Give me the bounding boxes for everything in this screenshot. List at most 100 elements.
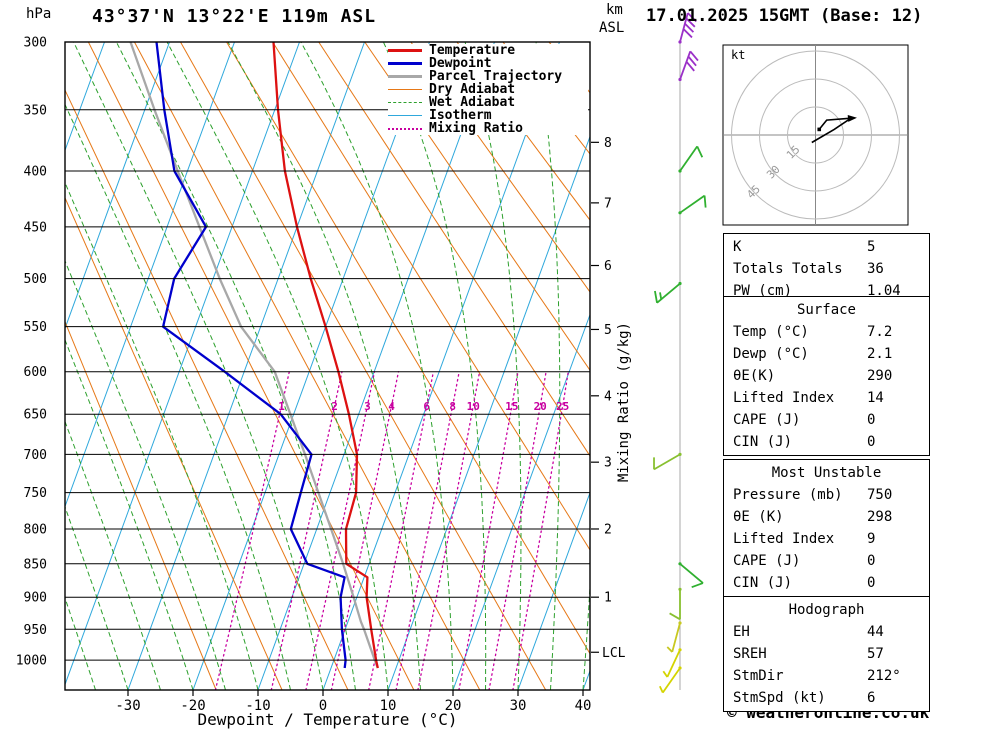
svg-text:7: 7	[604, 196, 612, 211]
plot-border	[64, 41, 591, 691]
valid-datetime: 17.01.2025 15GMT (Base: 12)	[646, 6, 923, 26]
table-row: CIN (J) 0	[724, 431, 929, 453]
wind-barb	[659, 666, 682, 694]
svg-text:-20: -20	[180, 698, 205, 714]
altitude-axis-unit-km: km	[606, 2, 623, 18]
temp-axis: -30 -20 -10 0 10 20 30 40	[115, 690, 591, 714]
svg-text:10: 10	[380, 698, 397, 714]
table-row-value: 9	[867, 531, 876, 547]
x-axis-title: Dewpoint / Temperature (°C)	[197, 710, 458, 729]
table-section-most-unstable: Most Unstable Pressure (mb) 750 θE (K) 298 Li…	[723, 459, 930, 597]
legend-entry: Dewpoint	[388, 57, 588, 70]
svg-text:700: 700	[24, 448, 47, 463]
page-title: 43°37'N 13°22'E 119m ASL	[92, 6, 377, 27]
table-row-value: 290	[867, 368, 893, 384]
svg-text:300: 300	[24, 36, 47, 51]
svg-text:600: 600	[24, 365, 47, 380]
pressure-labels: 300 350 400 450 500 550 600 650 700 750 800 850 900 9…	[16, 36, 47, 669]
svg-text:40: 40	[575, 698, 592, 714]
svg-text:2: 2	[331, 400, 338, 413]
table-row-label: StmSpd (kt)	[733, 690, 826, 706]
wind-barb	[654, 281, 682, 304]
table-row-label: Pressure (mb)	[733, 487, 843, 503]
mixing-ratio-labels: 1 2 3 4 6 8 10 15 20 25	[278, 400, 569, 413]
table-row: θE(K) 290	[724, 365, 929, 387]
svg-text:1: 1	[278, 400, 285, 413]
legend-line-sample	[388, 49, 422, 52]
svg-text:15: 15	[505, 400, 518, 413]
svg-text:900: 900	[24, 591, 47, 606]
svg-text:-30: -30	[115, 698, 140, 714]
svg-text:1000: 1000	[16, 654, 47, 669]
svg-text:5: 5	[604, 323, 612, 338]
table-row-label: Dewp (°C)	[733, 346, 809, 362]
table-row-label: SREH	[733, 646, 767, 662]
svg-text:750: 750	[24, 486, 47, 501]
wind-barb-column	[653, 12, 707, 694]
table-row: CAPE (J) 0	[724, 409, 929, 431]
table-row-value: 298	[867, 509, 893, 525]
wind-barb	[662, 648, 682, 678]
svg-text:650: 650	[24, 408, 47, 423]
svg-text:8: 8	[449, 400, 456, 413]
isotherm-lines	[65, 42, 590, 690]
table-section-indices: K 5 Totals Totals 36 PW (cm) 1.04	[723, 233, 930, 305]
table-row: StmDir 212°	[724, 665, 929, 687]
table-row: Pressure (mb) 750	[724, 484, 929, 506]
table-row: Dewp (°C) 2.1	[724, 343, 929, 365]
table-row-value: 6	[867, 690, 876, 706]
svg-text:8: 8	[604, 136, 612, 151]
table-row-label: θE (K)	[733, 509, 784, 525]
table-row-value: 0	[867, 553, 876, 569]
table-row: Temp (°C) 7.2	[724, 321, 929, 343]
svg-text:4: 4	[604, 389, 612, 404]
svg-text:800: 800	[24, 522, 47, 537]
mixing-ratio-lines	[214, 371, 569, 690]
table-row-label: K	[733, 239, 742, 255]
table-row-value: 0	[867, 575, 876, 591]
wind-barb	[678, 145, 704, 173]
table-row-value: 7.2	[867, 324, 893, 340]
legend-entry: Isotherm	[388, 109, 588, 122]
hodograph-arrow	[847, 114, 857, 122]
legend-entry: Parcel Trajectory	[388, 70, 588, 83]
svg-text:-10: -10	[245, 698, 270, 714]
table-row-label: StmDir	[733, 668, 784, 684]
altitude-axis-unit-asl: ASL	[599, 20, 625, 36]
wind-barb	[678, 562, 704, 589]
svg-text:4: 4	[388, 400, 395, 413]
table-row-value: 2.1	[867, 346, 893, 362]
legend: Temperature Dewpoint Parcel Trajectory Dry …	[388, 44, 588, 135]
table-section-surface: Surface Temp (°C) 7.2 Dewp (°C) 2.1 θE(K) 290 L…	[723, 296, 930, 456]
table-row: PW (cm) 1.04	[724, 280, 929, 302]
table-row-label: CIN (J)	[733, 575, 793, 591]
table-section-header: Most Unstable	[771, 465, 882, 481]
svg-text:500: 500	[24, 272, 47, 287]
svg-text:20: 20	[534, 400, 547, 413]
wind-barb	[666, 621, 682, 653]
svg-text:LCL: LCL	[602, 646, 626, 661]
legend-label: Temperature	[429, 43, 516, 58]
table-row-value: 14	[867, 390, 884, 406]
table-row-label: CAPE (J)	[733, 553, 801, 569]
table-section-header: Surface	[796, 302, 856, 318]
svg-text:350: 350	[24, 103, 47, 118]
table-row-value: 1.04	[867, 283, 901, 299]
table-section-hodograph: Hodograph EH 44 SREH 57 StmDir 212° StmSpd (kt)…	[723, 596, 930, 712]
mixing-ratio-axis-label: Mixing Ratio (g/kg)	[616, 322, 632, 483]
wind-barb	[653, 452, 682, 471]
table-section-header: Hodograph	[788, 602, 865, 618]
table-row: EH 44	[724, 621, 929, 643]
legend-label: Parcel Trajectory	[429, 69, 563, 84]
wind-barb	[678, 194, 707, 215]
table-row: StmSpd (kt) 6	[724, 687, 929, 709]
table-row-label: EH	[733, 624, 750, 640]
table-row-label: Lifted Index	[733, 531, 835, 547]
svg-text:25: 25	[556, 400, 569, 413]
table-row-label: CAPE (J)	[733, 412, 801, 428]
table-row: θE (K) 298	[724, 506, 929, 528]
